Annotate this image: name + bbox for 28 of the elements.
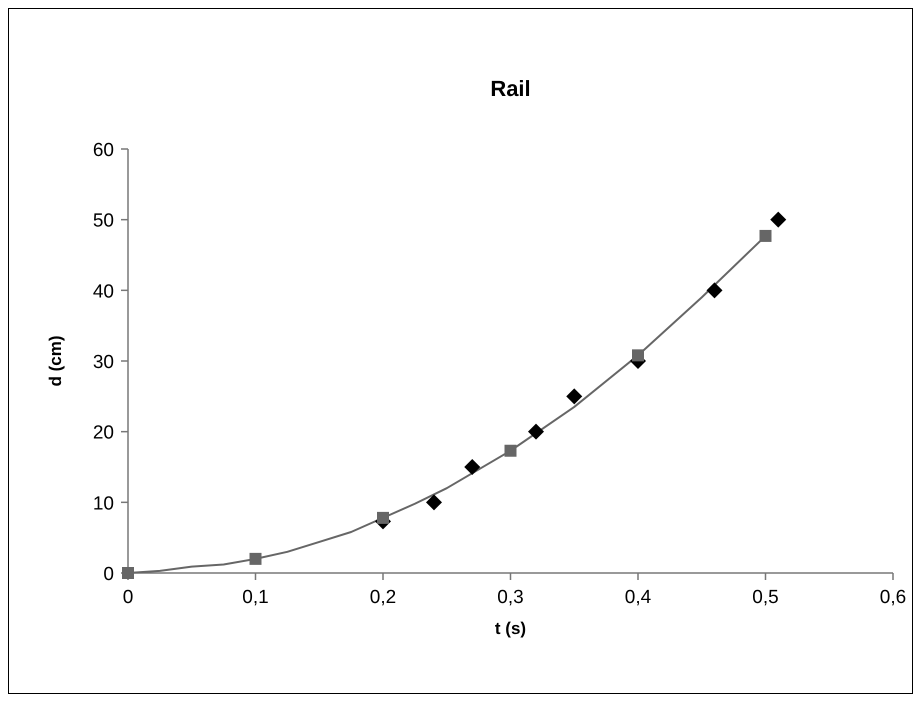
y-tick-label: 30 <box>92 352 114 373</box>
x-tick-label: 0,1 <box>242 587 269 608</box>
point <box>377 512 389 524</box>
point <box>760 230 772 242</box>
y-tick-label: 0 <box>103 564 114 585</box>
x-axis-title: t (s) <box>494 619 526 638</box>
x-tick-label: 0,6 <box>880 587 906 608</box>
x-tick-label: 0,2 <box>370 587 396 608</box>
point <box>464 459 480 475</box>
y-tick-label: 10 <box>92 493 114 514</box>
point <box>706 282 722 298</box>
x-tick-label: 0 <box>122 587 134 608</box>
point <box>632 349 644 362</box>
y-tick-label: 60 <box>92 140 114 161</box>
point <box>528 424 544 440</box>
y-tick-label: 50 <box>92 210 114 232</box>
point <box>770 212 786 228</box>
y-axis-title: d (cm) <box>46 336 65 386</box>
x-tick-label: 0,5 <box>752 587 779 608</box>
point <box>504 444 516 457</box>
y-tick-label: 40 <box>92 281 114 302</box>
chart-title: Rail <box>490 76 531 101</box>
y-tick-label: 20 <box>92 422 114 444</box>
point <box>566 388 582 404</box>
x-tick-label: 0,4 <box>624 587 652 608</box>
point <box>426 494 442 510</box>
x-tick-label: 0,3 <box>497 587 524 608</box>
point <box>250 552 262 565</box>
